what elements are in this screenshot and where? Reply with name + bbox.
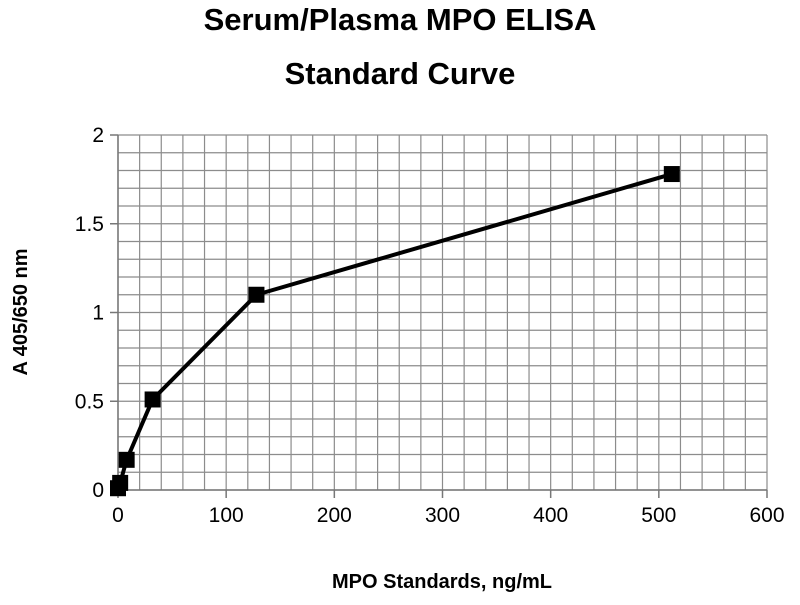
x-tick-label: 400 bbox=[533, 504, 568, 527]
x-tick-label: 100 bbox=[209, 504, 244, 527]
y-tick-label: 2 bbox=[92, 124, 104, 147]
data-point-marker bbox=[112, 474, 129, 491]
x-tick-label: 200 bbox=[317, 504, 352, 527]
data-point-marker bbox=[248, 286, 265, 303]
y-axis-label: A 405/650 nm bbox=[10, 248, 32, 375]
series-line bbox=[116, 172, 673, 489]
y-tick-label: 1.5 bbox=[75, 213, 104, 236]
series bbox=[110, 166, 680, 497]
grid bbox=[117, 134, 768, 491]
chart-title-line-1: Serum/Plasma MPO ELISA bbox=[204, 2, 597, 37]
y-tick-label: 1 bbox=[92, 302, 104, 325]
x-tick-label: 500 bbox=[641, 504, 676, 527]
y-tick-label: 0.5 bbox=[75, 390, 104, 413]
data-point-marker bbox=[663, 166, 680, 183]
x-tick-label: 300 bbox=[425, 504, 460, 527]
x-tick-label: 0 bbox=[112, 504, 124, 527]
x-axis-label: MPO Standards, ng/mL bbox=[332, 571, 552, 593]
chart-title-line-2: Standard Curve bbox=[285, 56, 516, 91]
tick-labels: 0 0.5 1 1.5 2 0 100 200 300 400 500 600 bbox=[75, 124, 785, 527]
x-tick-label: 600 bbox=[749, 504, 784, 527]
data-point-marker bbox=[118, 451, 135, 468]
y-tick-label: 0 bbox=[92, 479, 104, 502]
data-point-marker bbox=[144, 391, 161, 408]
axes bbox=[110, 134, 768, 498]
